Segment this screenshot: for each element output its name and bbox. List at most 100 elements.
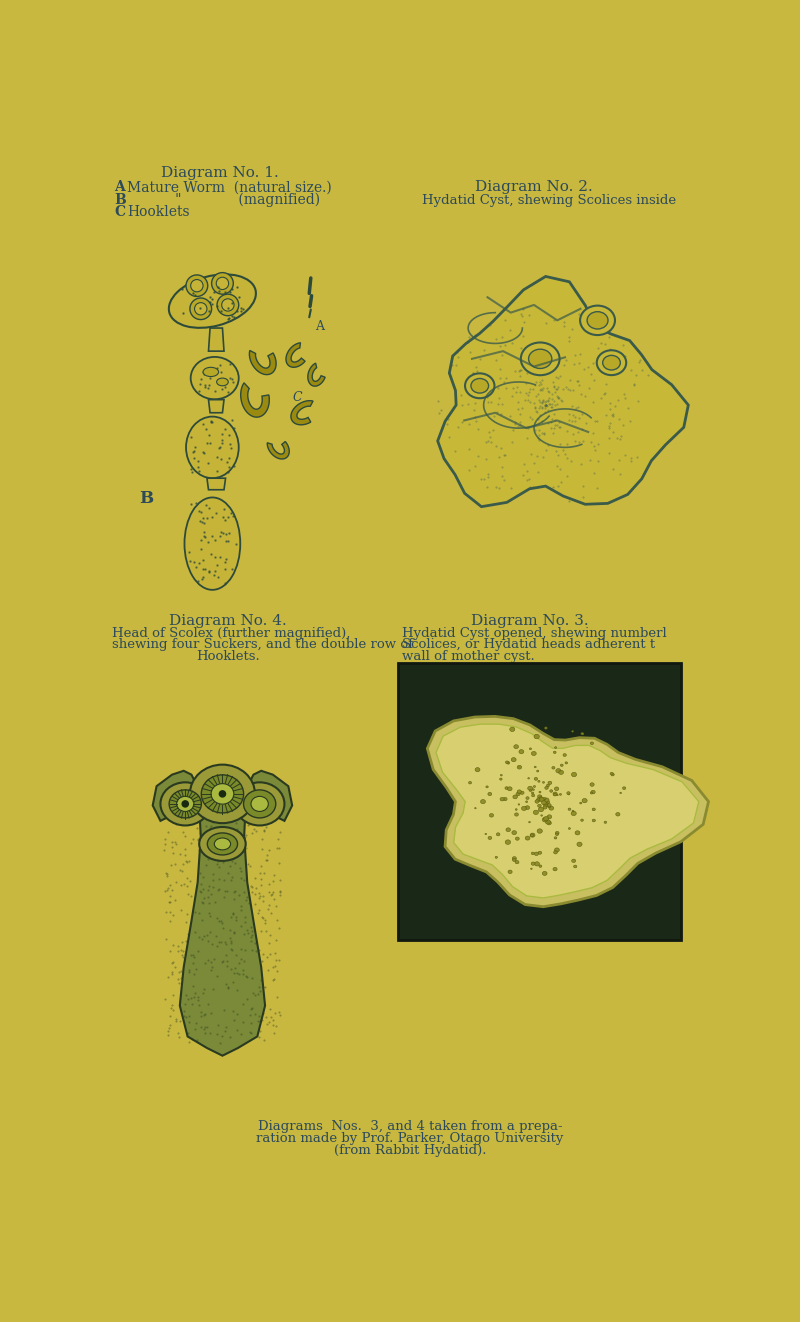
Ellipse shape [500, 775, 502, 776]
Ellipse shape [185, 497, 240, 590]
Ellipse shape [177, 796, 194, 812]
Ellipse shape [572, 859, 576, 862]
Ellipse shape [526, 801, 528, 802]
Ellipse shape [534, 767, 536, 768]
Ellipse shape [538, 797, 543, 800]
Ellipse shape [544, 798, 549, 802]
Ellipse shape [548, 781, 552, 784]
Ellipse shape [590, 742, 594, 744]
Circle shape [190, 297, 211, 320]
Ellipse shape [547, 821, 551, 825]
Ellipse shape [525, 805, 530, 809]
Text: B: B [114, 193, 126, 206]
Ellipse shape [616, 813, 620, 816]
Circle shape [194, 303, 207, 315]
Text: Hooklets.: Hooklets. [196, 650, 260, 662]
Ellipse shape [537, 798, 541, 801]
Polygon shape [207, 479, 226, 489]
Ellipse shape [545, 787, 548, 789]
Text: Hydatid Cyst, shewing Scolices inside: Hydatid Cyst, shewing Scolices inside [422, 194, 676, 208]
Ellipse shape [505, 839, 510, 845]
Ellipse shape [516, 792, 520, 796]
Ellipse shape [538, 804, 542, 808]
Ellipse shape [602, 356, 620, 370]
Ellipse shape [203, 368, 218, 377]
Ellipse shape [575, 830, 580, 836]
Text: shewing four Suckers, and the double row of: shewing four Suckers, and the double row… [112, 639, 413, 652]
Ellipse shape [537, 771, 538, 772]
Ellipse shape [543, 817, 549, 821]
Ellipse shape [548, 805, 550, 808]
Ellipse shape [554, 787, 558, 791]
Ellipse shape [496, 833, 500, 836]
Text: ration made by Prof. Parker, Otago University: ration made by Prof. Parker, Otago Unive… [256, 1132, 564, 1145]
Polygon shape [209, 399, 224, 412]
Ellipse shape [531, 751, 536, 756]
Ellipse shape [554, 751, 556, 754]
Ellipse shape [555, 833, 558, 836]
Ellipse shape [590, 792, 593, 795]
Ellipse shape [604, 821, 606, 824]
Ellipse shape [558, 771, 563, 775]
Text: "             (magnified): " (magnified) [127, 193, 320, 208]
Ellipse shape [507, 787, 512, 791]
Ellipse shape [542, 781, 545, 783]
Ellipse shape [214, 838, 230, 850]
Ellipse shape [554, 793, 557, 796]
Ellipse shape [490, 813, 494, 817]
Ellipse shape [513, 795, 518, 798]
Ellipse shape [544, 797, 546, 800]
Ellipse shape [557, 795, 558, 796]
Ellipse shape [559, 793, 562, 796]
Text: C: C [114, 205, 125, 219]
Ellipse shape [547, 801, 550, 804]
Text: wall of mother cyst.: wall of mother cyst. [402, 650, 535, 662]
Ellipse shape [169, 275, 256, 328]
Polygon shape [241, 383, 270, 418]
Ellipse shape [554, 847, 559, 851]
Ellipse shape [553, 867, 557, 871]
Polygon shape [436, 724, 698, 898]
Circle shape [217, 295, 238, 316]
Ellipse shape [549, 806, 554, 810]
Ellipse shape [556, 768, 561, 773]
Ellipse shape [499, 779, 502, 780]
Ellipse shape [505, 787, 508, 789]
Ellipse shape [202, 775, 244, 813]
Ellipse shape [514, 813, 518, 816]
Ellipse shape [539, 797, 545, 801]
Ellipse shape [465, 373, 494, 398]
Circle shape [222, 299, 234, 311]
Ellipse shape [571, 812, 576, 816]
Ellipse shape [581, 820, 583, 821]
Ellipse shape [539, 865, 542, 867]
Ellipse shape [571, 772, 577, 777]
Ellipse shape [471, 378, 489, 393]
Ellipse shape [526, 797, 529, 800]
Ellipse shape [553, 792, 558, 796]
Ellipse shape [555, 832, 559, 834]
Ellipse shape [512, 830, 517, 834]
Ellipse shape [513, 858, 516, 862]
Ellipse shape [541, 814, 542, 816]
Circle shape [186, 275, 208, 296]
Polygon shape [209, 328, 224, 352]
Ellipse shape [521, 342, 559, 375]
Ellipse shape [538, 780, 540, 783]
Polygon shape [308, 364, 325, 386]
Ellipse shape [538, 808, 544, 812]
Ellipse shape [545, 727, 547, 730]
Ellipse shape [515, 837, 519, 841]
Polygon shape [291, 401, 313, 424]
Ellipse shape [488, 837, 492, 839]
Ellipse shape [539, 791, 541, 793]
Ellipse shape [190, 764, 255, 824]
Ellipse shape [235, 783, 285, 825]
Ellipse shape [560, 764, 563, 767]
Ellipse shape [568, 808, 571, 810]
Text: Head of Scolex (further magnified),: Head of Scolex (further magnified), [112, 627, 350, 640]
Text: (from Rabbit Hydatid).: (from Rabbit Hydatid). [334, 1145, 486, 1157]
Ellipse shape [563, 754, 566, 756]
Ellipse shape [535, 800, 539, 804]
Circle shape [211, 272, 234, 295]
